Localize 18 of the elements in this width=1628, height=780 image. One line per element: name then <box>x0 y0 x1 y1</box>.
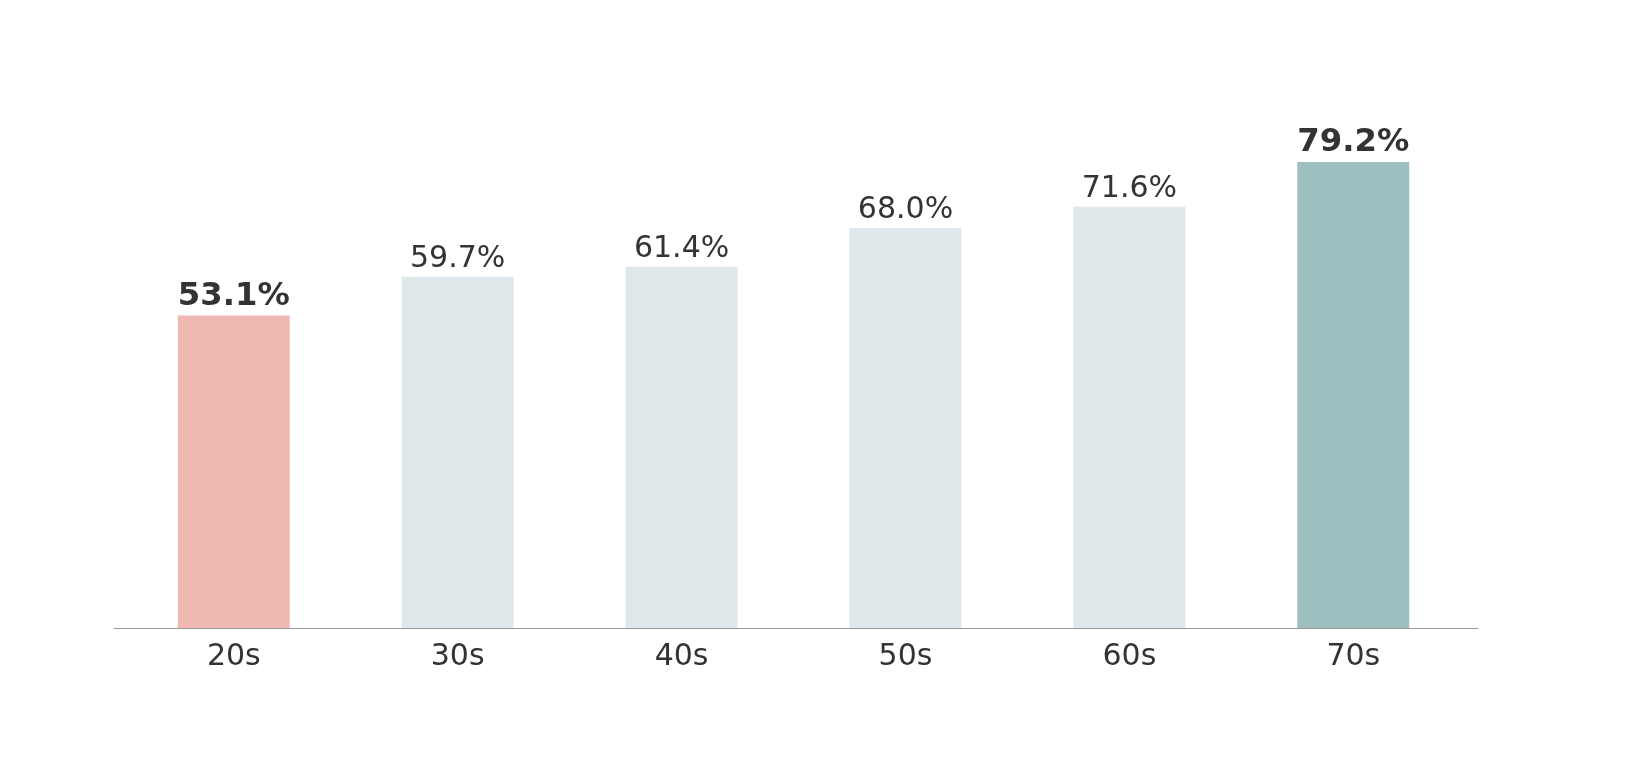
bar <box>1297 162 1410 628</box>
bar <box>1073 206 1186 628</box>
data-label: 71.6% <box>1081 168 1178 204</box>
data-label: 53.1% <box>177 274 290 313</box>
data-label: 61.4% <box>633 228 730 264</box>
bar <box>625 266 738 628</box>
data-label: 68.0% <box>857 189 954 225</box>
x-tick-label: 70s <box>1326 637 1381 672</box>
x-tick-label: 20s <box>206 637 261 672</box>
bar <box>177 315 290 628</box>
bar <box>849 227 962 628</box>
x-tick-label: 60s <box>1102 637 1157 672</box>
bar <box>401 276 514 628</box>
x-tick-label: 50s <box>878 637 933 672</box>
x-tick-label: 40s <box>654 637 709 672</box>
data-label: 59.7% <box>410 238 506 274</box>
data-label: 79.2% <box>1297 121 1410 160</box>
x-tick-label: 30s <box>430 637 485 672</box>
